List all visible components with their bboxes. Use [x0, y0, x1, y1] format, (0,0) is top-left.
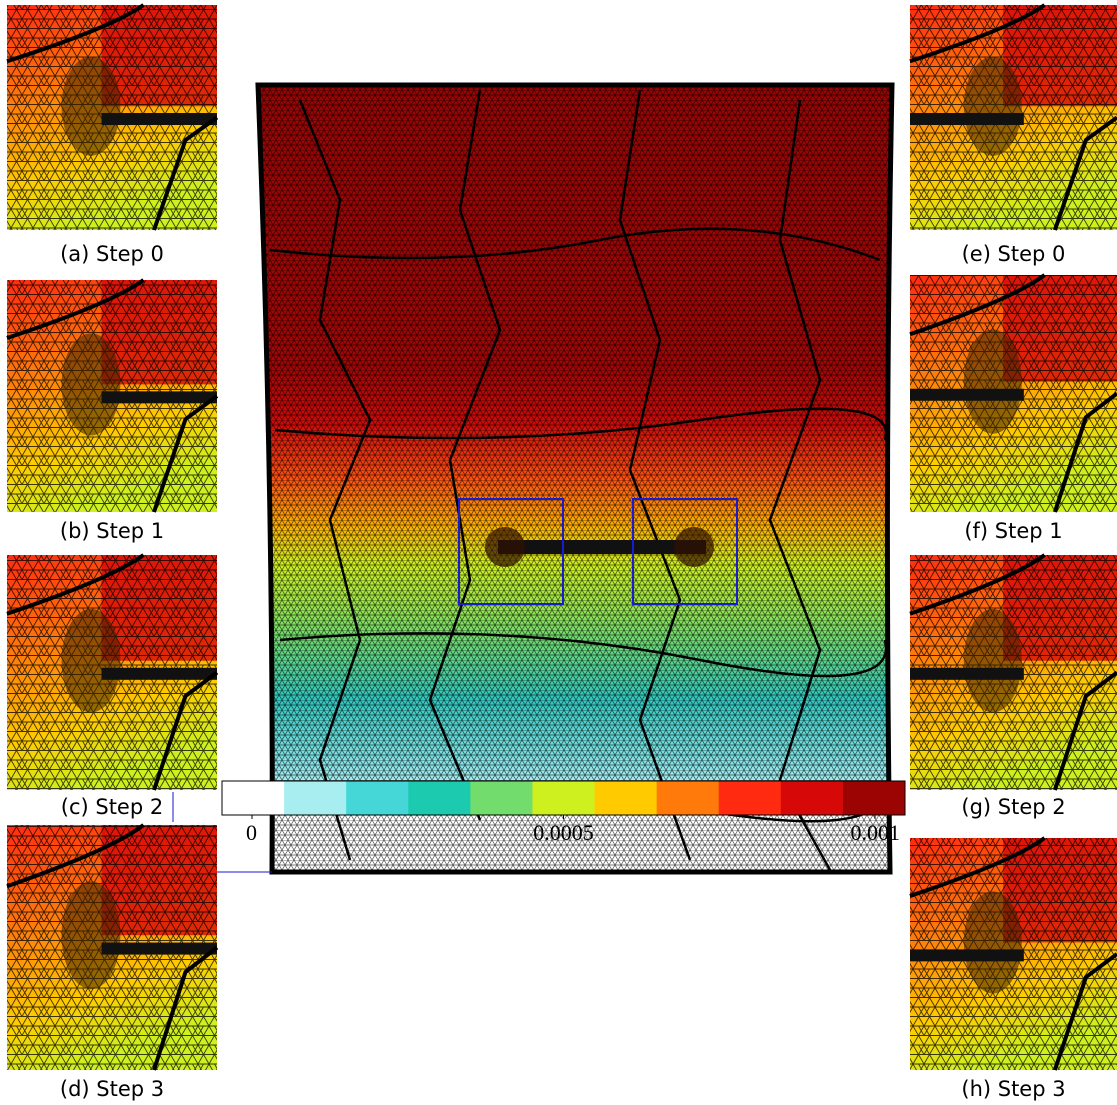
colorbar-swatch: [594, 781, 658, 815]
panel-caption: (d) Step 3: [60, 1077, 164, 1101]
colorbar-swatch: [470, 781, 533, 815]
colorbar-swatch: [222, 781, 285, 815]
inset-panel: [909, 273, 1117, 513]
colorbar-swatch: [718, 781, 782, 815]
colorbar-swatch: [656, 781, 720, 815]
inset-crack: [910, 667, 1024, 680]
main-mesh: [172, 82, 895, 875]
inset-crack: [101, 391, 217, 404]
inset-refinement: [61, 609, 121, 713]
colorbar-swatch: [408, 781, 471, 815]
inset-panel: [6, 278, 219, 513]
inset-panel: [909, 3, 1117, 231]
panel-caption: (h) Step 3: [961, 1077, 1065, 1101]
inset-refinement: [61, 56, 121, 156]
panel-caption: (c) Step 2: [61, 795, 163, 819]
inset-refinement: [963, 609, 1022, 713]
panel-caption: (g) Step 2: [961, 795, 1065, 819]
inset-refinement: [61, 333, 121, 436]
colorbar: 0 0.0005 0.001: [221, 780, 906, 845]
inset-panel: [909, 836, 1117, 1071]
inset-panel: [909, 553, 1117, 791]
panel-caption: (b) Step 1: [60, 519, 164, 543]
panel-caption: (f) Step 1: [964, 519, 1062, 543]
colorbar-swatch: [284, 781, 347, 815]
colorbar-swatch: [532, 781, 596, 815]
inset-panel: [6, 823, 219, 1071]
colorbar-tick-label: 0.0005: [533, 820, 594, 845]
inset-crack: [910, 949, 1024, 962]
inset-panel: [6, 553, 219, 791]
colorbar-swatch: [346, 781, 409, 815]
inset-grain: [909, 553, 1117, 791]
inset-grain: [909, 273, 1117, 513]
inset-grain: [909, 836, 1117, 1071]
colorbar-tick-label: 0: [246, 820, 257, 845]
colorbar-swatch: [842, 781, 906, 815]
inset-crack: [101, 942, 217, 955]
inset-crack: [101, 667, 217, 680]
inset-grain: [6, 823, 219, 1071]
inset-grain: [909, 3, 1117, 231]
inset-grain: [6, 3, 219, 231]
inset-refinement: [963, 329, 1022, 434]
inset-refinement: [61, 881, 121, 990]
panel-caption: (a) Step 0: [60, 242, 164, 266]
inset-grain: [6, 278, 219, 513]
inset-refinement: [963, 56, 1022, 156]
inset-refinement: [963, 891, 1022, 994]
panel-caption: (e) Step 0: [962, 242, 1066, 266]
inset-grain: [6, 553, 219, 791]
inset-crack: [101, 113, 217, 125]
colorbar-tick-label: 0.001: [851, 820, 901, 845]
inset-panel: [6, 3, 219, 231]
inset-crack: [910, 113, 1024, 125]
inset-crack: [910, 388, 1024, 401]
colorbar-swatch: [780, 781, 844, 815]
